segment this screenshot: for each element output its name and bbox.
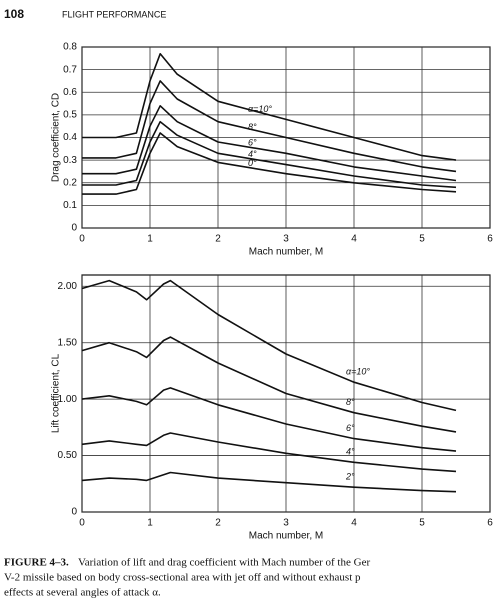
x-axis-title: Mach number, M	[249, 531, 323, 542]
y-tick-label: 0.50	[58, 450, 78, 461]
x-tick-label: 4	[351, 234, 357, 245]
y-tick-label: 0.5	[63, 110, 77, 121]
y-tick-label: 0.3	[63, 155, 77, 166]
data-line	[82, 80, 457, 173]
data-line	[82, 53, 457, 161]
y-tick-label: 0.1	[63, 200, 77, 211]
running-head: FLIGHT PERFORMANCE	[62, 9, 166, 19]
caption-line: Variation of lift and drag coefficient w…	[78, 557, 370, 569]
x-axis-title: Mach number, M	[249, 247, 323, 258]
y-tick-label: 0.7	[63, 64, 77, 75]
page-number: 108	[4, 7, 24, 21]
y-tick-label: 2.00	[58, 281, 78, 292]
curve-label: 2°	[345, 472, 355, 482]
y-tick-label: 1.00	[58, 394, 78, 405]
x-tick-label: 3	[283, 234, 289, 245]
data-line	[82, 105, 457, 182]
x-tick-label: 2	[215, 234, 221, 245]
x-tick-label: 1	[147, 518, 153, 529]
x-tick-label: 1	[147, 234, 153, 245]
y-tick-label: 0.2	[63, 177, 77, 188]
x-tick-label: 0	[79, 234, 85, 245]
x-tick-label: 3	[283, 518, 289, 529]
curve-label: 4°	[346, 447, 355, 457]
caption-line: V-2 missile based on body cross-sectiona…	[4, 572, 361, 584]
x-tick-label: 5	[419, 518, 425, 529]
data-line	[81, 279, 457, 412]
curve-label: 6°	[346, 423, 355, 433]
x-tick-label: 6	[487, 234, 493, 245]
y-tick-label: 0.6	[63, 87, 77, 98]
curve-label: 6°	[248, 138, 257, 148]
data-line	[81, 336, 457, 433]
y-tick-label: 0.8	[63, 42, 77, 53]
curve-label: 8°	[248, 122, 257, 132]
curve-label: 0°	[248, 158, 257, 168]
caption-line: effects at several angles of attack α.	[4, 587, 161, 599]
x-tick-label: 2	[215, 518, 221, 529]
data-line	[81, 387, 457, 452]
data-line	[82, 132, 457, 195]
x-tick-label: 6	[487, 518, 493, 529]
data-line	[81, 471, 457, 493]
curve-label: 4°	[248, 149, 257, 159]
y-tick-label: 0.4	[63, 132, 77, 143]
y-tick-label: 0	[71, 507, 77, 518]
data-line	[82, 120, 457, 189]
y-tick-label: 0	[71, 223, 77, 234]
curve-label: α=10°	[248, 104, 272, 114]
x-tick-label: 5	[419, 234, 425, 245]
data-line	[81, 432, 457, 473]
x-tick-label: 0	[79, 518, 85, 529]
y-axis-title: Drag coefficient, CD	[51, 93, 62, 182]
caption-label: FIGURE 4–3.	[4, 557, 69, 569]
x-tick-label: 4	[351, 518, 357, 529]
y-axis-title: Lift coefficient, CL	[51, 353, 62, 433]
curve-label: α=10°	[346, 367, 370, 377]
curve-label: 8°	[346, 397, 355, 407]
y-tick-label: 1.50	[58, 337, 78, 348]
